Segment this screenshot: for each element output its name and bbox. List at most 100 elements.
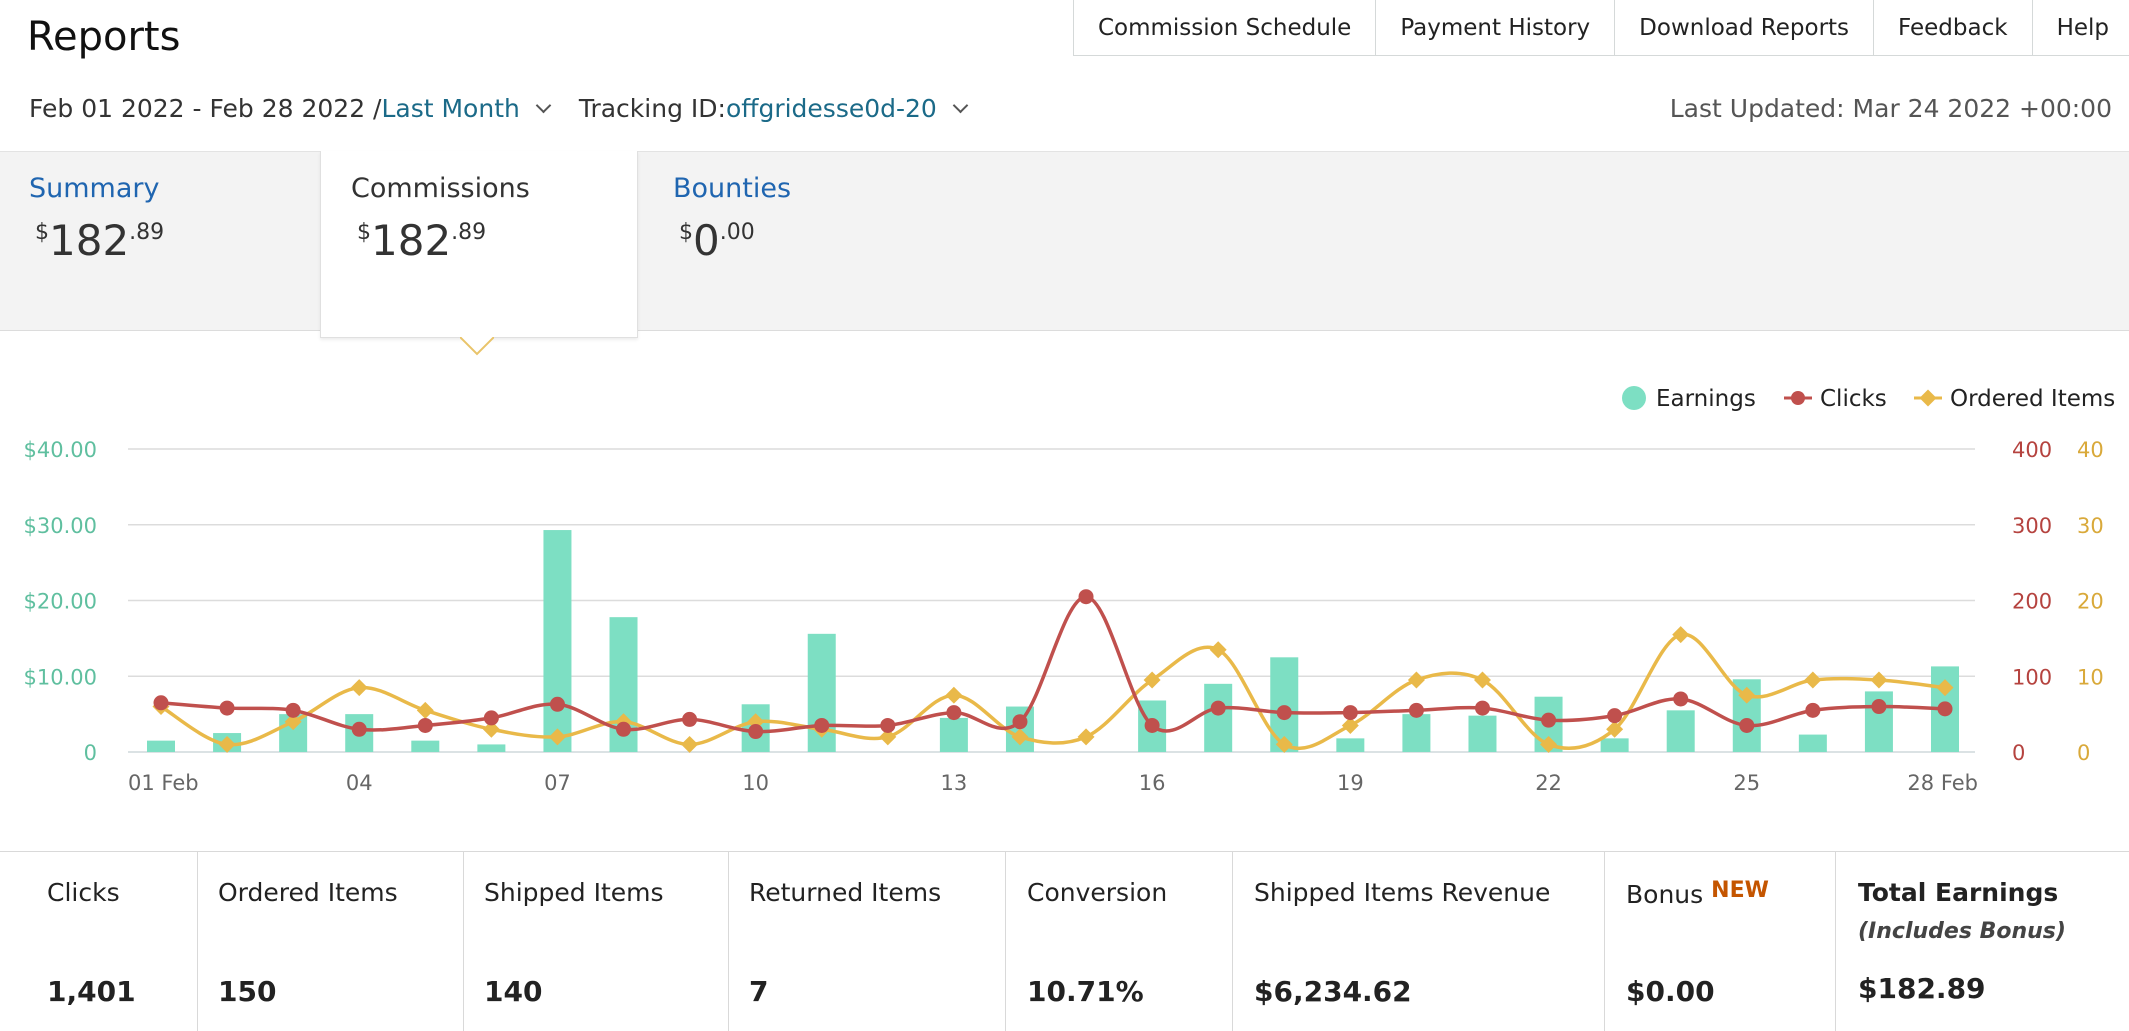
legend-earnings-icon <box>1622 386 1646 410</box>
new-badge: NEW <box>1711 878 1769 903</box>
stat-bonus: Bonus NEW $0.00 <box>1605 852 1836 1031</box>
ordered-items-point <box>1077 728 1095 746</box>
stat-label: Ordered Items <box>218 878 398 907</box>
x-tick-label: 04 <box>346 771 373 795</box>
y-right-clicks-tick-label: 0 <box>2012 741 2025 765</box>
stat-label: Bonus NEW <box>1626 878 1835 909</box>
stat-label: Shipped Items Revenue <box>1254 878 1551 907</box>
ordered-items-point <box>1209 641 1227 659</box>
y-left-tick-label: $40.00 <box>24 438 97 462</box>
stat-total-earnings: Total Earnings (Includes Bonus) $182.89 <box>1836 852 2129 1031</box>
date-range-text: Feb 01 2022 - Feb 28 2022 / <box>29 94 382 123</box>
clicks-point <box>748 724 764 740</box>
clicks-point <box>351 721 367 737</box>
last-updated: Last Updated: Mar 24 2022 +00:00 <box>1669 94 2112 123</box>
bounties-amount: $0.00 <box>679 216 963 265</box>
amount-cents: .89 <box>129 220 165 245</box>
clicks-point <box>1937 701 1953 717</box>
y-right-clicks-tick-label: 400 <box>2012 438 2052 462</box>
clicks-point <box>483 710 499 726</box>
stat-returned-items: Returned Items 7 <box>729 852 1006 1031</box>
clicks-point <box>219 700 235 716</box>
amount-cents: .00 <box>719 220 755 245</box>
y-left-tick-label: $20.00 <box>24 590 97 614</box>
x-tick-label: 13 <box>941 771 968 795</box>
stat-label: Total Earnings <box>1858 878 2059 907</box>
chevron-down-icon[interactable] <box>535 97 552 114</box>
y-left-tick-label: $10.00 <box>24 665 97 689</box>
ordered-items-point <box>548 728 566 746</box>
earnings-bar <box>411 740 440 752</box>
amount-whole: 0 <box>693 216 720 265</box>
clicks-point <box>946 705 962 721</box>
clicks-point <box>1210 700 1226 716</box>
tab-bounties-label: Bounties <box>673 173 792 204</box>
ordered-items-point <box>1738 686 1756 704</box>
y-right-ordered-tick-label: 10 <box>2077 665 2104 689</box>
tab-commissions[interactable]: Commissions $182.89 <box>320 151 638 338</box>
clicks-point <box>1805 702 1821 718</box>
chevron-down-icon[interactable] <box>952 97 969 114</box>
earnings-bar <box>1336 738 1365 752</box>
ordered-items-point <box>218 735 236 753</box>
clicks-point <box>880 717 896 733</box>
filter-row: Feb 01 2022 - Feb 28 2022 / Last Month T… <box>29 94 996 123</box>
stat-label: Returned Items <box>749 878 942 907</box>
clicks-point <box>682 711 698 727</box>
commission-schedule-link[interactable]: Commission Schedule <box>1074 0 1377 55</box>
clicks-point <box>285 702 301 718</box>
tab-summary[interactable]: Summary $182.89 <box>0 151 320 331</box>
clicks-point <box>1276 705 1292 721</box>
ordered-items-point <box>1473 671 1491 689</box>
ordered-items-point <box>1407 671 1425 689</box>
stat-label: Conversion <box>1027 878 1168 907</box>
summary-amount: $182.89 <box>35 216 320 265</box>
period-dropdown[interactable]: Last Month <box>381 94 520 123</box>
stats-bar: Clicks 1,401 Ordered Items 150 Shipped I… <box>0 851 2129 1031</box>
earnings-bar <box>1204 683 1233 752</box>
payment-history-link[interactable]: Payment History <box>1376 0 1616 55</box>
currency-symbol: $ <box>35 220 49 245</box>
legend-ordered-items-icon <box>1919 389 1937 407</box>
tab-summary-label: Summary <box>29 173 160 204</box>
x-tick-label: 28 Feb <box>1907 771 1978 795</box>
download-reports-link[interactable]: Download Reports <box>1615 0 1875 55</box>
ordered-items-point <box>945 686 963 704</box>
y-right-ordered-tick-label: 20 <box>2077 590 2104 614</box>
amount-whole: 182 <box>49 216 130 265</box>
ordered-items-point <box>284 713 302 731</box>
stat-ordered-items: Ordered Items 150 <box>198 852 464 1031</box>
commissions-amount: $182.89 <box>357 216 637 265</box>
ordered-items-point <box>1870 671 1888 689</box>
tracking-id-dropdown[interactable]: offgridesse0d-20 <box>725 94 937 123</box>
earnings-bar <box>1468 715 1497 752</box>
y-right-ordered-tick-label: 30 <box>2077 514 2104 538</box>
active-tab-pointer-icon <box>460 337 494 356</box>
earnings-bar <box>939 717 968 752</box>
ordered-items-point <box>1540 735 1558 753</box>
tab-bounties[interactable]: Bounties $0.00 <box>643 151 963 331</box>
legend-label: Clicks <box>1820 386 1887 412</box>
stat-sublabel: (Includes Bonus) <box>1858 919 2066 944</box>
y-right-clicks-tick-label: 300 <box>2012 514 2052 538</box>
x-tick-label: 19 <box>1337 771 1364 795</box>
ordered-items-point <box>1275 735 1293 753</box>
clicks-point <box>1012 714 1028 730</box>
legend-label: Earnings <box>1656 386 1756 412</box>
stat-value: $0.00 <box>1626 975 1715 1008</box>
feedback-link[interactable]: Feedback <box>1874 0 2033 55</box>
stat-value: 7 <box>749 975 769 1008</box>
clicks-point <box>1342 705 1358 721</box>
clicks-point <box>616 721 632 737</box>
clicks-point <box>1408 702 1424 718</box>
help-link[interactable]: Help <box>2056 14 2109 41</box>
x-tick-label: 01 Feb <box>128 771 199 795</box>
y-left-tick-label: 0 <box>84 741 97 765</box>
x-tick-label: 07 <box>544 771 571 795</box>
stat-value: 1,401 <box>47 975 136 1008</box>
earnings-bar <box>147 740 175 752</box>
ordered-items-point <box>1341 717 1359 734</box>
stat-value: $6,234.62 <box>1254 975 1412 1008</box>
earnings-chart: 0 0 0 $10.00 100 10 $20.00 200 20 $30.00 300 30 $40.… <box>0 370 2129 820</box>
clicks-point <box>1607 708 1623 724</box>
